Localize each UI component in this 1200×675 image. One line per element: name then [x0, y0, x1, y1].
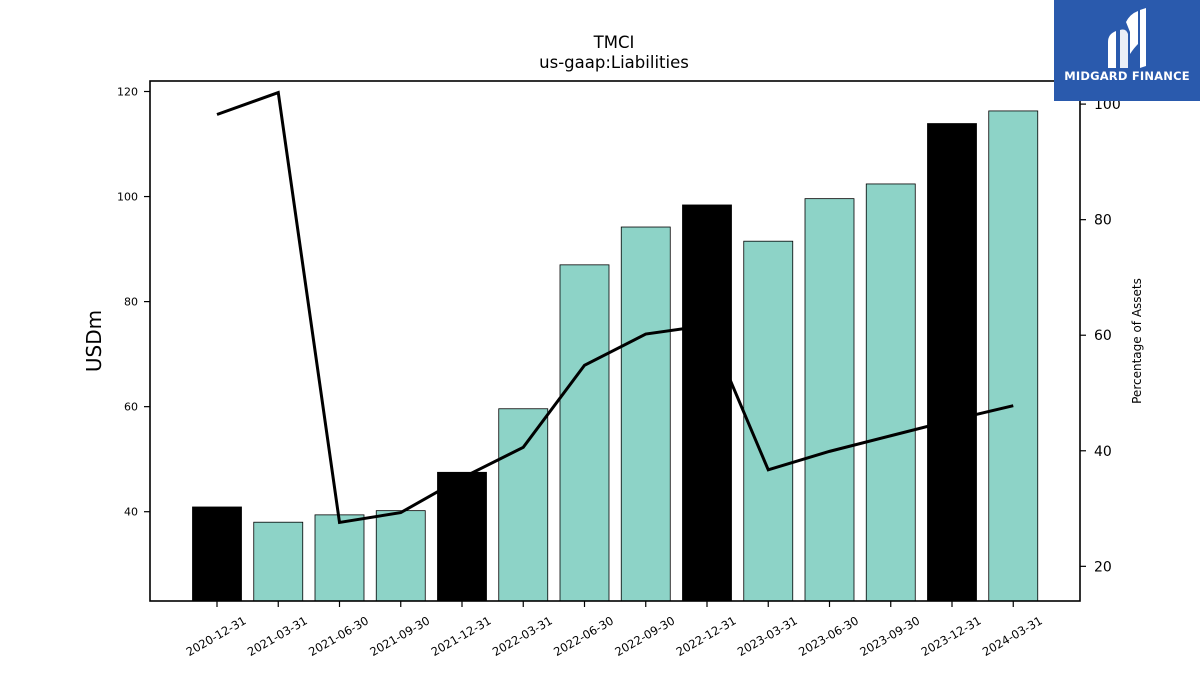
bars-layer [192, 110, 1039, 602]
y2-tick-label: 40 [1094, 444, 1112, 460]
y2-tick-label: 60 [1094, 328, 1112, 344]
plot-frame [149, 80, 1081, 602]
line-layer [216, 90, 1014, 525]
x-tick-label: 2024-03-31 [980, 613, 1045, 659]
y-tick-label: 60 [124, 401, 138, 414]
y2-tick-label: 20 [1094, 559, 1112, 575]
brand-logo: MIDGARD FINANCE [1054, 0, 1200, 101]
bar-2021-09-30 [375, 510, 426, 602]
bar-2020-12-31 [192, 506, 242, 602]
bar-2023-09-30 [865, 183, 916, 602]
bar-2022-06-30 [559, 264, 610, 602]
x-tick-label: 2023-06-30 [796, 613, 861, 659]
bar-2022-03-31 [498, 408, 549, 602]
y2-tick-label: 100 [1094, 97, 1121, 113]
y-tick-label: 120 [117, 86, 138, 99]
bar-2023-12-31 [927, 123, 977, 602]
y2-tick-label: 80 [1094, 213, 1112, 229]
chart-title: TMCI [593, 33, 635, 52]
y-tick-label: 100 [117, 191, 138, 204]
bar-2024-03-31 [988, 110, 1039, 602]
y-tick-label: 80 [124, 296, 138, 309]
x-tick-label: 2022-03-31 [490, 613, 555, 659]
y-tick-label: 40 [124, 506, 138, 519]
x-tick-label: 2022-06-30 [551, 613, 616, 659]
chart-subtitle: us-gaap:Liabilities [539, 53, 689, 72]
x-tick-label: 2020-12-31 [184, 613, 249, 659]
brand-name: MIDGARD FINANCE [1064, 69, 1190, 83]
bar-2023-06-30 [804, 198, 855, 602]
x-tick-label: 2023-03-31 [735, 613, 800, 659]
bar-2021-12-31 [437, 471, 487, 602]
x-tick-label: 2021-09-30 [367, 613, 432, 659]
x-tick-label: 2023-09-30 [857, 613, 922, 659]
bar-2021-06-30 [314, 514, 365, 602]
bar-2022-12-31 [682, 204, 732, 602]
x-tick-label: 2021-03-31 [245, 613, 310, 659]
x-tick-label: 2021-06-30 [306, 613, 371, 659]
bar-2023-03-31 [743, 240, 794, 602]
x-tick-label: 2022-12-31 [674, 613, 739, 659]
x-tick-label: 2022-09-30 [612, 613, 677, 659]
x-tick-label: 2021-12-31 [429, 613, 494, 659]
midgard-logo-icon [1108, 8, 1146, 68]
y-axis-label: USDm [82, 310, 106, 372]
bar-2021-03-31 [253, 521, 304, 602]
x-tick-label: 2023-12-31 [919, 613, 984, 659]
percentage-of-assets-line [216, 90, 1014, 525]
bar-2022-09-30 [620, 226, 671, 602]
y2-axis-label: Percentage of Assets [1130, 278, 1144, 404]
